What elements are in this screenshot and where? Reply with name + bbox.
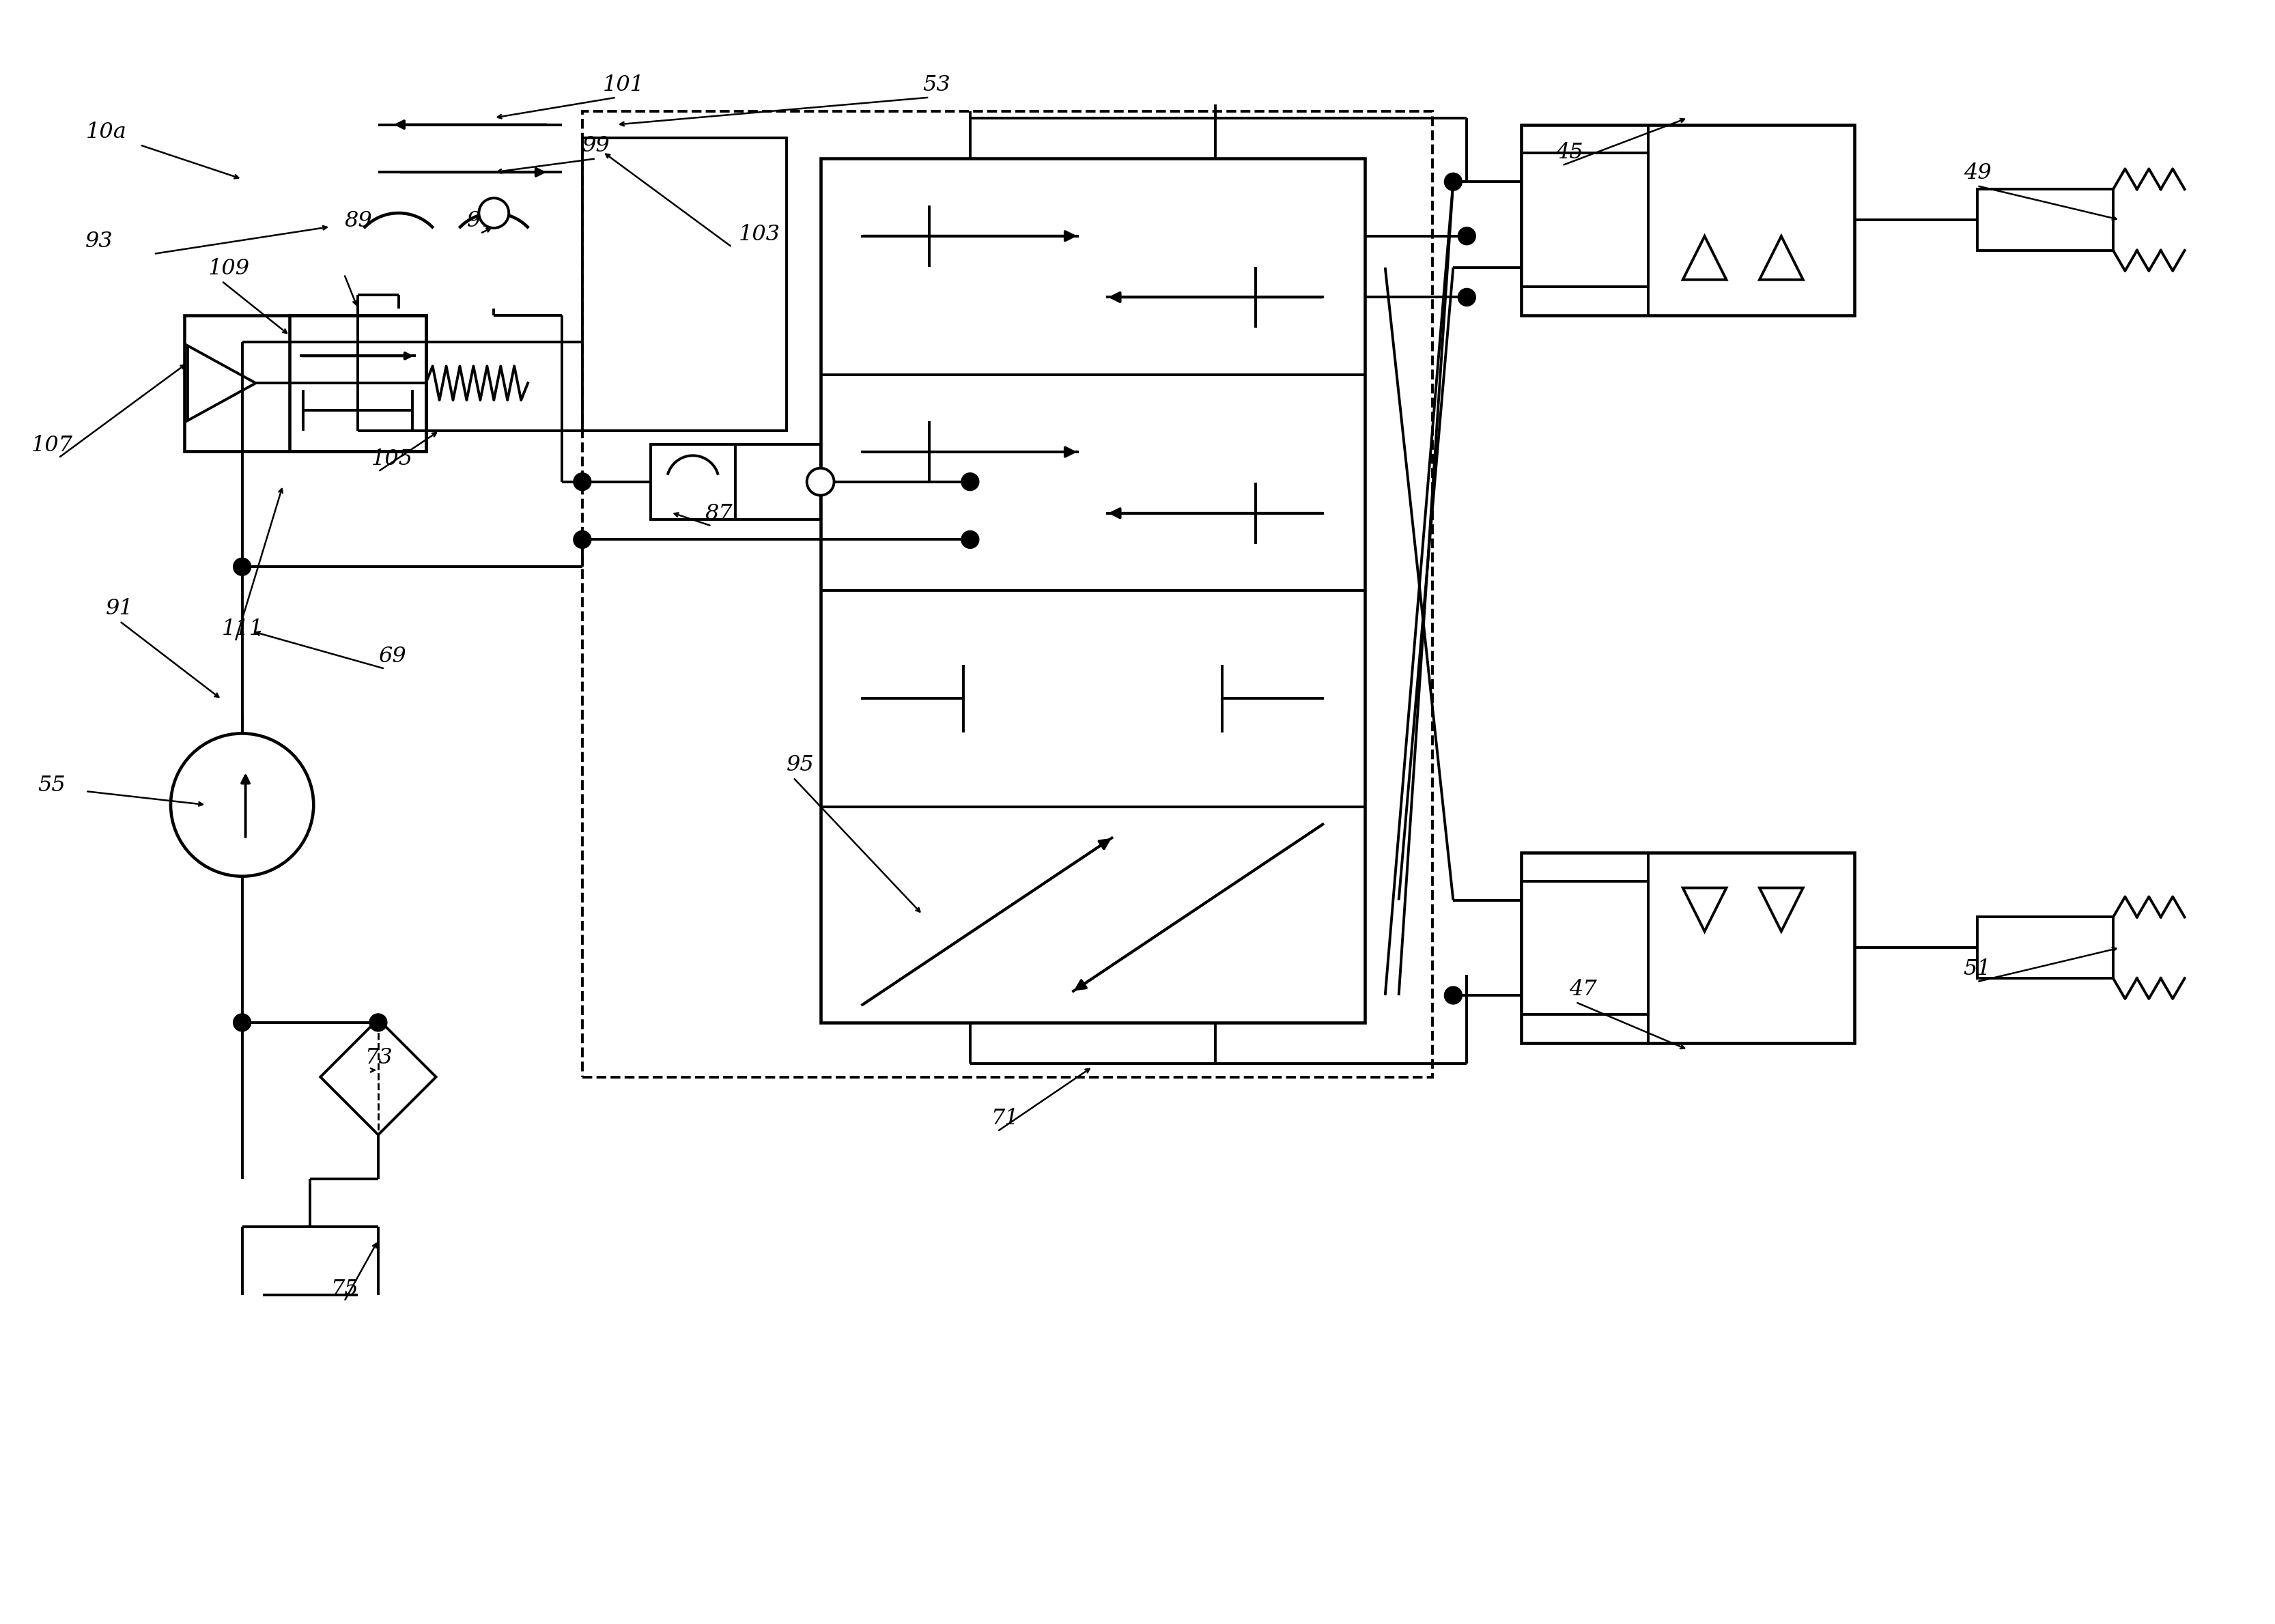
- Bar: [1977, 918, 2113, 978]
- Circle shape: [234, 559, 250, 575]
- Text: 97: 97: [466, 209, 494, 232]
- Bar: [1977, 190, 2113, 250]
- Circle shape: [1445, 986, 1463, 1004]
- Circle shape: [1458, 227, 1476, 245]
- Text: 87: 87: [705, 503, 733, 525]
- Text: 47: 47: [1570, 979, 1597, 1000]
- Text: 109: 109: [207, 258, 250, 279]
- Text: 53: 53: [921, 75, 951, 96]
- Text: 105: 105: [371, 448, 414, 469]
- Text: 89: 89: [344, 209, 373, 232]
- Circle shape: [369, 1013, 387, 1031]
- Text: 91: 91: [107, 598, 134, 619]
- Text: 55: 55: [39, 775, 66, 796]
- Text: 71: 71: [990, 1108, 1019, 1129]
- Circle shape: [480, 198, 510, 227]
- Text: 45: 45: [1556, 143, 1583, 164]
- Text: 10a: 10a: [86, 122, 127, 143]
- Text: 75: 75: [330, 1278, 359, 1299]
- Circle shape: [808, 468, 835, 495]
- Text: 51: 51: [1963, 958, 1991, 979]
- Circle shape: [1445, 172, 1463, 190]
- Bar: [289, 315, 425, 451]
- Text: 107: 107: [32, 435, 73, 456]
- Bar: [1522, 882, 1647, 1015]
- Text: 73: 73: [364, 1047, 391, 1069]
- Text: 93: 93: [86, 231, 114, 252]
- Text: 111: 111: [221, 619, 264, 640]
- Circle shape: [573, 531, 592, 549]
- Bar: [184, 315, 425, 451]
- Circle shape: [1458, 289, 1476, 305]
- Circle shape: [962, 531, 978, 549]
- Text: 69: 69: [378, 646, 405, 667]
- Bar: [1522, 853, 1854, 1043]
- Bar: [821, 159, 1365, 1023]
- Bar: [582, 138, 787, 430]
- Bar: [582, 110, 1433, 1077]
- Bar: [1522, 125, 1854, 315]
- Text: 99: 99: [582, 135, 610, 156]
- Text: 101: 101: [603, 75, 644, 96]
- Text: 49: 49: [1963, 162, 1991, 184]
- Text: 103: 103: [739, 224, 780, 245]
- Bar: [651, 445, 821, 520]
- Circle shape: [962, 473, 978, 490]
- Circle shape: [573, 473, 592, 490]
- Circle shape: [234, 1013, 250, 1031]
- Text: 95: 95: [787, 755, 814, 776]
- Bar: [1522, 153, 1647, 286]
